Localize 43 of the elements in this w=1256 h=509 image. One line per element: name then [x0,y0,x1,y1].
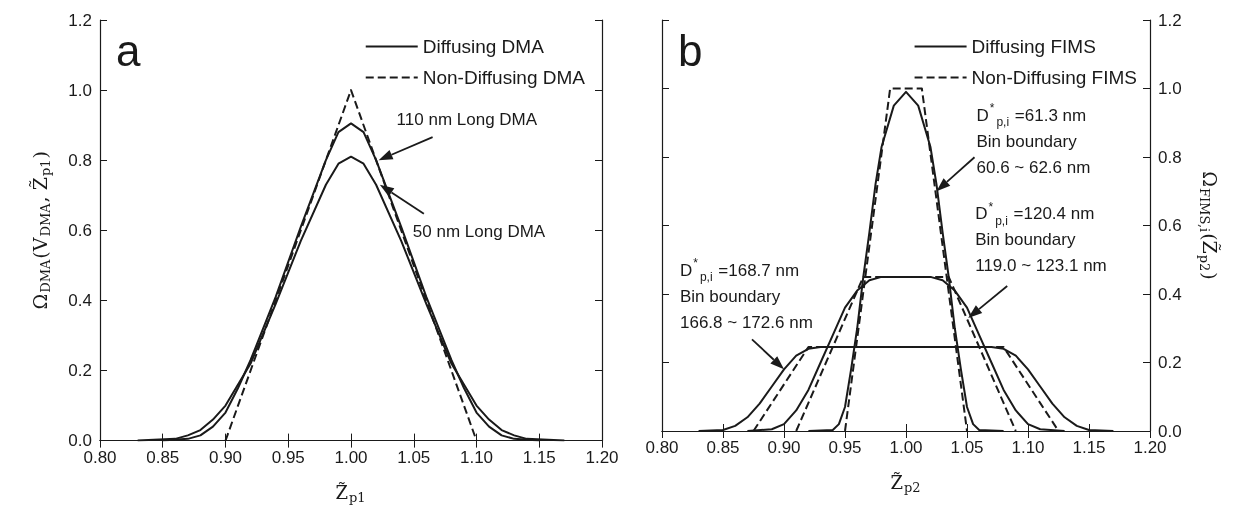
legend-label: Non-Diffusing FIMS [971,67,1138,88]
x-tick-label: 0.85 [146,447,180,467]
y-tick-label: 0.0 [1158,421,1182,441]
x-tick-label: 0.95 [828,438,862,457]
x-tick-label: 1.10 [1011,438,1045,457]
legend-label: Diffusing FIMS [971,36,1096,57]
legend-label: Diffusing DMA [422,36,545,57]
x-tick-label: 1.15 [522,447,556,467]
y-axis-title: ΩFIMS,i(Z̃p2) [1197,171,1222,280]
x-tick-label: 1.05 [397,447,431,467]
x-tick-label: 1.00 [334,447,368,467]
annotation: b [678,25,703,75]
x-tick-label: 1.10 [459,447,494,467]
y-tick-label: 1.2 [68,10,92,30]
x-tick-label: 0.85 [706,438,740,457]
x-tick-label: 0.80 [645,438,679,457]
y-tick-label: 0.2 [1158,353,1182,372]
y-tick-label: 0.4 [1158,284,1182,304]
y-tick-label: 1.2 [1158,10,1182,30]
y-tick-label: 0.6 [1158,216,1182,235]
y-axis-title: ΩDMA(VDMA, Z̃p1) [28,151,53,310]
x-tick-label: 1.20 [1133,438,1167,457]
y-tick-label: 0.8 [1158,147,1182,167]
x-tick-label: 1.15 [1072,438,1106,457]
y-tick-label: 0.4 [68,290,92,310]
y-tick-label: 1.0 [68,80,92,100]
y-tick-label: 0.2 [68,361,92,380]
y-tick-label: 1.0 [1158,79,1182,98]
x-tick-label: 0.90 [767,438,801,457]
annotation: a [116,25,141,75]
x-tick-label: 0.90 [208,447,243,467]
annotation: D*p,i =61.3 nm Bin boundary 60.6 ~ 62.6 nm [976,101,1091,177]
annotation: 50 nm Long DMA [412,222,546,242]
x-tick-label: 0.95 [271,447,305,467]
legend-label: Non-Diffusing DMA [422,67,586,88]
x-tick-label: 1.00 [889,438,923,457]
x-tick-label: 1.20 [585,447,619,467]
y-tick-label: 0.8 [68,150,92,170]
y-tick-label: 0.6 [68,220,92,240]
annotation: 110 nm Long DMA [396,109,538,129]
annotation: D*p,i =168.7 nm Bin boundary 166.8 ~ 172.6 nm [680,256,813,332]
x-tick-label: 1.05 [950,438,984,457]
annotation: D*p,i =120.4 nm Bin boundary 119.0 ~ 123.1 nm [975,199,1107,276]
